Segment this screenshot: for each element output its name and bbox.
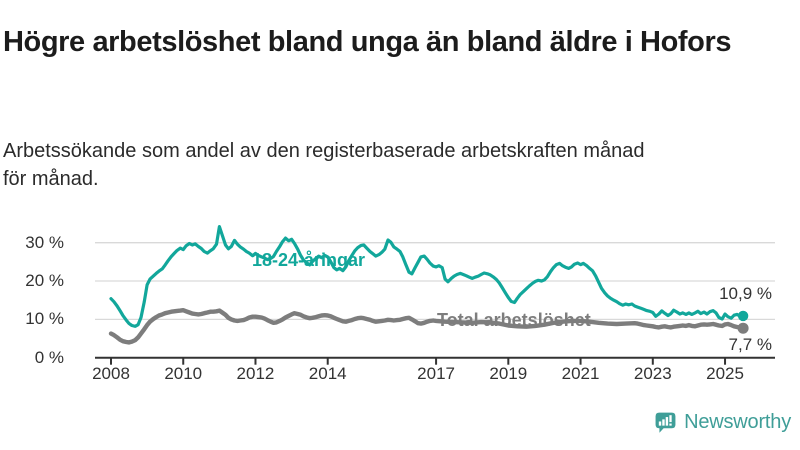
series-label-youth: 18-24-åringar	[252, 250, 366, 270]
newsworthy-speech-bubble-bars-icon	[655, 412, 676, 433]
y-axis-tick-label: 30 %	[25, 232, 64, 252]
page-title: Högre arbetslöshet bland unga än bland ä…	[3, 26, 732, 59]
series-line-total	[108, 308, 746, 345]
x-axis-tick-label: 2010	[164, 364, 203, 383]
x-axis-tick-label: 2017	[417, 364, 455, 383]
series-end-dot-total	[737, 322, 749, 334]
x-axis-tick-label: 2014	[308, 364, 347, 383]
newsworthy-logo: Newsworthy	[654, 411, 791, 434]
end-value-label-youth: 10,9 %	[719, 284, 772, 303]
end-value-label-total: 7,7 %	[728, 335, 772, 354]
x-axis-tick-label: 2021	[561, 364, 600, 383]
chart-subtitle: Arbetssökande som andel av den registerb…	[3, 140, 645, 190]
series-label-total: Total arbetslöshet	[437, 310, 591, 330]
series-end-dot-youth	[737, 310, 749, 322]
y-axis-tick-label: 20 %	[25, 271, 64, 291]
x-axis-tick-label: 2019	[489, 364, 528, 383]
newsworthy-logo-text: Newsworthy	[684, 411, 791, 433]
series-line-youth	[109, 225, 745, 328]
x-axis-tick-label: 2025	[706, 364, 744, 383]
y-axis-tick-label: 0 %	[34, 347, 64, 367]
x-axis-tick-label: 2008	[92, 364, 130, 383]
x-axis-tick-label: 2012	[236, 364, 275, 383]
x-axis-tick-label: 2023	[633, 364, 672, 383]
y-axis-tick-label: 10 %	[25, 309, 64, 329]
